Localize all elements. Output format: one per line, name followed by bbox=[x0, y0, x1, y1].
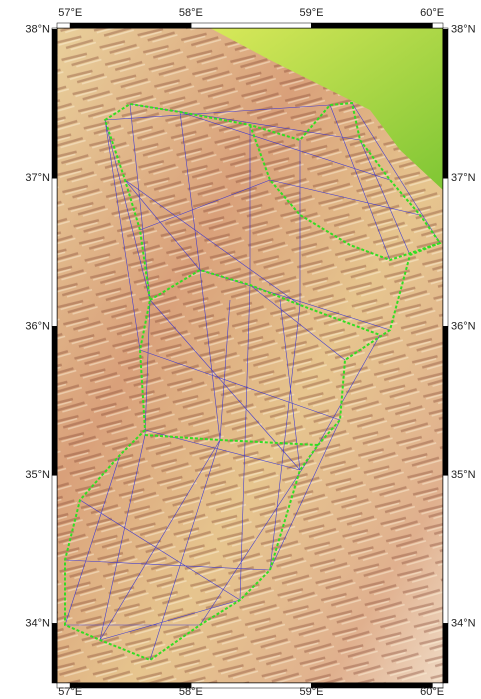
y-tick-label: 38°N bbox=[25, 23, 50, 35]
y-tick-label: 38°N bbox=[451, 23, 476, 35]
x-tick-label: 59°E bbox=[300, 686, 324, 698]
frame-bar bbox=[191, 683, 312, 688]
y-tick-label: 37°N bbox=[451, 172, 476, 184]
y-tick-label: 37°N bbox=[25, 172, 50, 184]
x-tick-label: 58°E bbox=[179, 686, 203, 698]
frame-bar bbox=[57, 23, 70, 28]
frame-bar bbox=[432, 23, 443, 28]
frame-bar bbox=[443, 624, 448, 683]
frame-bar bbox=[52, 178, 57, 327]
y-tick-label: 34°N bbox=[451, 617, 476, 629]
frame-bar bbox=[52, 475, 57, 624]
frame-bar bbox=[443, 475, 448, 624]
x-tick-label: 60°E bbox=[420, 686, 444, 698]
y-tick-label: 34°N bbox=[25, 617, 50, 629]
frame-bar bbox=[443, 178, 448, 327]
x-tick-label: 60°E bbox=[420, 7, 444, 19]
frame-bar bbox=[52, 624, 57, 683]
frame-bar bbox=[312, 23, 433, 28]
frame-bar bbox=[191, 23, 312, 28]
y-tick-label: 35°N bbox=[25, 469, 50, 481]
x-tick-label: 57°E bbox=[58, 686, 82, 698]
frame-bar bbox=[70, 23, 191, 28]
frame-bar bbox=[70, 683, 191, 688]
x-tick-label: 57°E bbox=[58, 7, 82, 19]
y-tick-label: 36°N bbox=[25, 320, 50, 332]
y-tick-label: 35°N bbox=[451, 469, 476, 481]
map: 57°E 57°E 58°E 58°E 59°E 59°E 60°E 60°E 38°N 38°N… bbox=[0, 0, 481, 699]
x-tick-label: 59°E bbox=[300, 7, 324, 19]
frame-bar bbox=[52, 327, 57, 476]
frame-bar bbox=[443, 327, 448, 476]
frame-bar bbox=[312, 683, 433, 688]
y-tick-label: 36°N bbox=[451, 320, 476, 332]
x-tick-label: 58°E bbox=[179, 7, 203, 19]
frame-bar bbox=[52, 29, 57, 178]
frame-bar bbox=[443, 29, 448, 178]
